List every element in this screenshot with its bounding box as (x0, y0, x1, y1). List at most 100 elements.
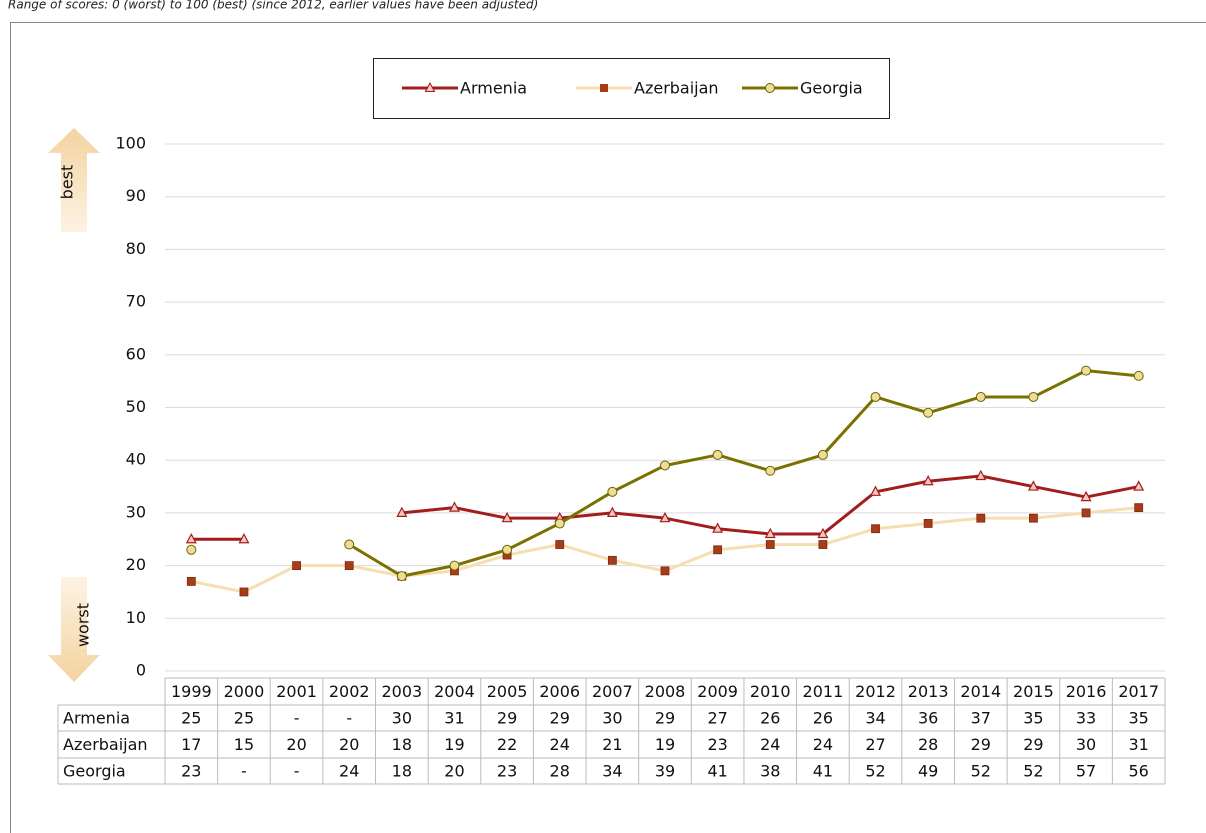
legend-label: Georgia (800, 79, 863, 98)
table-cell: 35 (1129, 709, 1149, 728)
point (870, 485, 882, 496)
point (501, 511, 513, 523)
table-cell: 34 (865, 709, 885, 728)
point (765, 465, 776, 476)
x-tick-label: 2016 (1066, 682, 1107, 701)
point (764, 527, 776, 539)
table-cell: 41 (707, 762, 727, 781)
legend-label: Armenia (460, 79, 527, 98)
subtitle: Range of scores: 0 (worst) to 100 (best)… (8, 0, 538, 12)
table-cell: 27 (865, 735, 885, 754)
table-cell: 23 (181, 762, 201, 781)
table-cell: 26 (813, 709, 833, 728)
point (554, 518, 565, 529)
table-cell: 35 (1023, 709, 1043, 728)
point (1027, 480, 1039, 491)
point (606, 506, 618, 517)
table-cell: 31 (444, 709, 464, 728)
point (1133, 370, 1144, 381)
table-cell: 18 (392, 735, 412, 754)
table-cell: 23 (497, 762, 517, 781)
point (975, 391, 986, 402)
x-tick-label: 2005 (487, 682, 528, 701)
worst-label: worst (74, 603, 93, 647)
table-cell: 24 (760, 735, 780, 754)
table-cell: 24 (550, 735, 570, 754)
point (922, 474, 934, 486)
point (817, 527, 829, 539)
y-tick-label: 10 (126, 608, 146, 627)
point (1081, 365, 1092, 376)
table-cell: 56 (1129, 762, 1149, 781)
legend-marker (424, 81, 436, 92)
point (186, 577, 196, 586)
worst-arrow (48, 577, 100, 682)
table-cell: 26 (760, 709, 780, 728)
table-cell: 41 (813, 762, 833, 781)
x-tick-label: 2011 (803, 682, 844, 701)
point (1133, 480, 1145, 491)
point (818, 540, 828, 549)
series-line (191, 474, 1139, 541)
y-tick-label: 80 (126, 239, 146, 258)
table-cell: 24 (339, 762, 359, 781)
legend-marker (600, 84, 608, 92)
point (870, 391, 881, 402)
table-row-label: Armenia (63, 709, 130, 728)
table-cell: 34 (602, 762, 622, 781)
table-cell: 21 (602, 735, 622, 754)
y-tick-label: 0 (136, 661, 146, 680)
table-cell: 29 (1023, 735, 1043, 754)
best-label: best (58, 165, 77, 200)
table-cell: 39 (655, 762, 675, 781)
table-cell: 49 (918, 762, 938, 781)
table-cell: 25 (234, 709, 254, 728)
table-cell: - (294, 709, 300, 728)
table-cell: 24 (813, 735, 833, 754)
table-row-label: Azerbaijan (63, 735, 148, 754)
point (712, 449, 723, 460)
table-cell: - (346, 709, 352, 728)
x-tick-label: 2014 (960, 682, 1001, 701)
table-cell: 27 (707, 709, 727, 728)
series-line (348, 369, 1139, 578)
chart-frame (10, 22, 1206, 833)
table-cell: 29 (655, 709, 675, 728)
table-cell: 30 (1076, 735, 1096, 754)
y-tick-label: 60 (126, 344, 146, 363)
y-tick-label: 30 (126, 502, 146, 521)
y-tick-label: 100 (115, 134, 146, 153)
table-cell: 30 (602, 709, 622, 728)
point (976, 513, 986, 523)
table-cell: 20 (286, 735, 306, 754)
x-tick-label: 2008 (645, 682, 686, 701)
table-cell: - (294, 762, 300, 781)
point (1080, 490, 1092, 502)
point (292, 561, 301, 570)
table-cell: 30 (392, 709, 412, 728)
table-cell: 37 (971, 709, 991, 728)
table-cell: 33 (1076, 709, 1096, 728)
point (923, 407, 934, 418)
point (502, 544, 513, 555)
table-cell: 22 (497, 735, 517, 754)
x-tick-label: 2001 (276, 682, 317, 701)
point (449, 560, 460, 571)
y-tick-label: 20 (126, 555, 146, 574)
table-cell: 23 (707, 735, 727, 754)
table-cell: 28 (918, 735, 938, 754)
point (185, 532, 197, 544)
point (660, 460, 670, 471)
table-cell: 17 (181, 735, 201, 754)
y-tick-label: 50 (126, 397, 146, 416)
table-cell: 52 (865, 762, 885, 781)
table-cell: 18 (392, 762, 412, 781)
x-tick-label: 1999 (171, 682, 212, 701)
x-tick-label: 2000 (224, 682, 265, 701)
table-cell: 19 (444, 735, 464, 754)
point (448, 501, 460, 512)
point (659, 511, 671, 523)
x-tick-label: 2015 (1013, 682, 1054, 701)
table-cell: 19 (655, 735, 675, 754)
